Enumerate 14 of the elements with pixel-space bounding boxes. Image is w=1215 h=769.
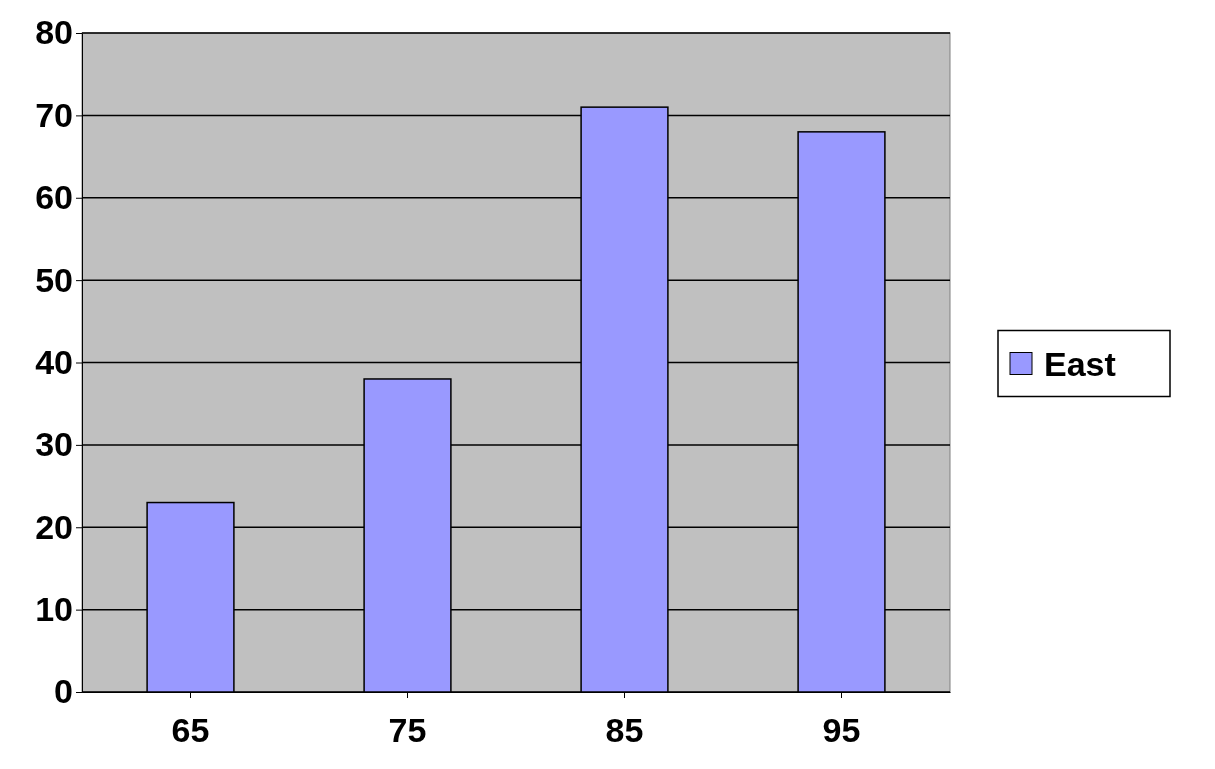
legend-label: East bbox=[1044, 344, 1116, 383]
x-tick-label: 85 bbox=[605, 710, 644, 749]
y-tick-label: 60 bbox=[35, 178, 73, 217]
x-tick-label: 65 bbox=[171, 710, 210, 749]
y-tick-label: 30 bbox=[35, 425, 73, 464]
y-tick-label: 0 bbox=[54, 672, 73, 711]
y-tick-label: 50 bbox=[35, 260, 73, 299]
y-tick-label: 40 bbox=[35, 342, 73, 381]
y-tick-label: 70 bbox=[35, 95, 73, 134]
x-tick-label: 75 bbox=[388, 710, 427, 749]
y-tick-label: 20 bbox=[35, 507, 73, 546]
y-tick-label: 10 bbox=[35, 590, 73, 629]
y-tick-label: 80 bbox=[35, 13, 73, 52]
x-tick-label: 95 bbox=[822, 710, 861, 749]
